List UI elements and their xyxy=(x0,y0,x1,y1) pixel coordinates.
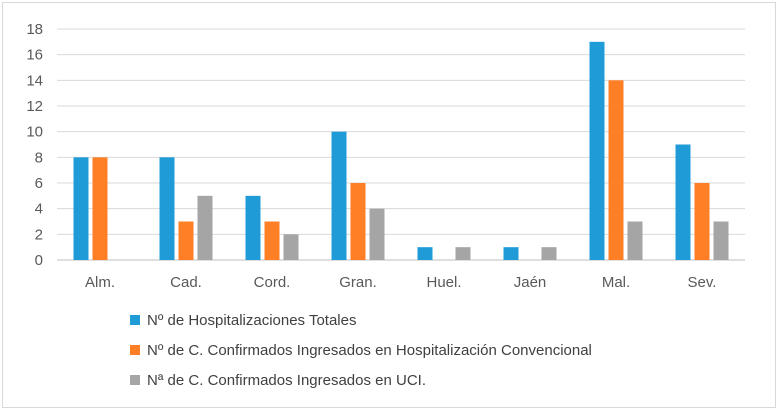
bar-gran-series-1 xyxy=(331,131,347,260)
legend-item-series-1: Nº de Hospitalizaciones Totales xyxy=(130,305,592,335)
bar-sev-series-3 xyxy=(713,221,729,260)
bar-cad-series-3 xyxy=(197,195,213,260)
x-tick-label: Alm. xyxy=(85,274,115,291)
y-tick-label: 0 xyxy=(35,252,43,269)
legend: Nº de Hospitalizaciones Totales Nº de C.… xyxy=(130,305,592,395)
bar-mal-series-1 xyxy=(589,41,605,261)
y-tick-label: 6 xyxy=(35,175,43,192)
x-tick-label: Jaén xyxy=(514,274,547,291)
x-tick-label: Cad. xyxy=(170,274,202,291)
bar-cord-series-3 xyxy=(283,234,299,260)
bar-jan-series-1 xyxy=(503,247,519,260)
bar-huel-series-3 xyxy=(455,247,471,260)
bar-mal-series-2 xyxy=(608,80,624,260)
x-tick-label: Huel. xyxy=(426,274,461,291)
bar-cad-series-2 xyxy=(178,221,194,260)
legend-swatch-series-2 xyxy=(130,345,140,355)
bar-sev-series-1 xyxy=(675,144,691,260)
bar-gran-series-2 xyxy=(350,183,366,260)
legend-swatch-series-1 xyxy=(130,315,140,325)
bar-alm-series-1 xyxy=(73,157,89,260)
legend-label-series-3: Nª de C. Confirmados Ingresados en UCI. xyxy=(147,371,427,389)
bar-jan-series-3 xyxy=(541,247,557,260)
legend-item-series-2: Nº de C. Confirmados Ingresados en Hospi… xyxy=(130,335,592,365)
bar-cad-series-1 xyxy=(159,157,175,260)
y-tick-label: 2 xyxy=(35,226,43,243)
x-tick-label: Mal. xyxy=(602,274,630,291)
y-tick-label: 12 xyxy=(26,98,43,115)
y-tick-label: 10 xyxy=(26,124,43,141)
y-tick-label: 18 xyxy=(26,21,43,38)
legend-item-series-3: Nª de C. Confirmados Ingresados en UCI. xyxy=(130,365,592,395)
y-tick-label: 16 xyxy=(26,47,43,64)
bar-cord-series-1 xyxy=(245,195,261,260)
legend-swatch-series-3 xyxy=(130,375,140,385)
bar-cord-series-2 xyxy=(264,221,280,260)
bar-gran-series-3 xyxy=(369,208,385,260)
x-tick-label: Cord. xyxy=(254,274,291,291)
y-tick-label: 4 xyxy=(35,201,43,218)
legend-label-series-2: Nº de C. Confirmados Ingresados en Hospi… xyxy=(147,341,592,359)
x-tick-label: Gran. xyxy=(339,274,377,291)
bar-alm-series-2 xyxy=(92,157,108,260)
x-tick-label: Sev. xyxy=(688,274,717,291)
bar-mal-series-3 xyxy=(627,221,643,260)
y-tick-label: 8 xyxy=(35,149,43,166)
legend-label-series-1: Nº de Hospitalizaciones Totales xyxy=(147,311,357,329)
y-tick-label: 14 xyxy=(26,72,43,89)
bar-sev-series-2 xyxy=(694,183,710,260)
bar-huel-series-1 xyxy=(417,247,433,260)
